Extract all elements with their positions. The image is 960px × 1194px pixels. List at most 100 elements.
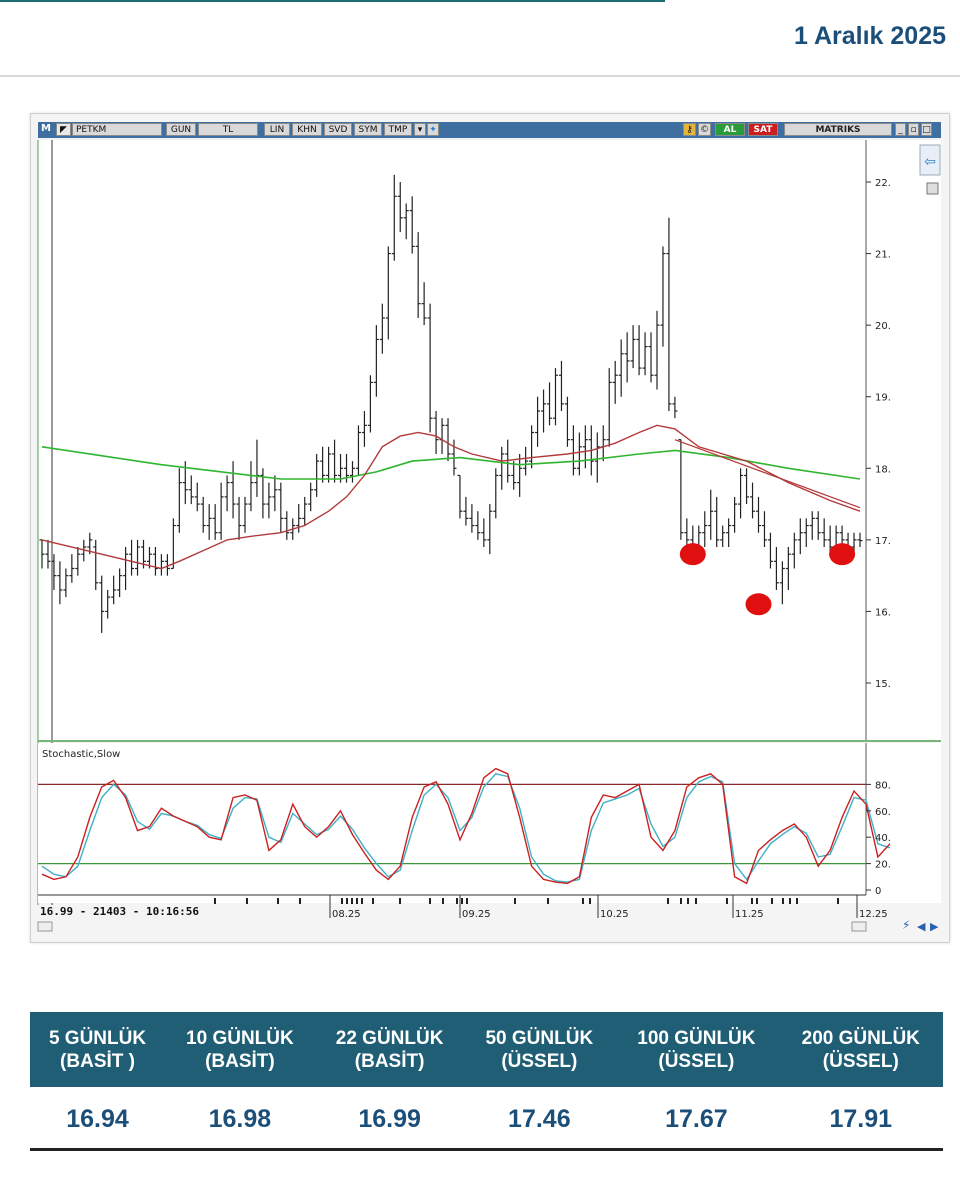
tmp-button[interactable]: TMP (384, 123, 412, 136)
scroll-right-button[interactable] (851, 921, 867, 932)
stochastic-lines (38, 767, 891, 885)
ohlc-bar (463, 496, 469, 526)
ohlc-bar (409, 196, 415, 254)
ohlc-bar (51, 554, 57, 590)
key-icon[interactable]: ⚷ (683, 123, 696, 136)
ohlc-bar (570, 425, 576, 476)
arrow-left-icon[interactable]: ⇦ (924, 154, 936, 170)
ohlc-bar (773, 547, 779, 590)
ohlc-bar (767, 532, 773, 569)
ohlc-bar (57, 561, 63, 605)
svd-button[interactable]: SVD (324, 123, 352, 136)
ma-value-50: 17.46 (464, 1088, 615, 1151)
period-button[interactable]: GUN (166, 123, 196, 136)
highlight-marker (679, 543, 706, 566)
ohlc-bar (576, 432, 582, 476)
ma-header-50: 50 GÜNLÜK (ÜSSEL) (464, 1012, 615, 1090)
restore-icon[interactable]: ▫ (908, 123, 919, 136)
refresh-icon[interactable]: © (698, 123, 711, 136)
khn-button[interactable]: KHN (292, 123, 322, 136)
ohlc-bar (397, 182, 403, 233)
ohlc-bar (481, 518, 487, 548)
ma-header-10: 10 GÜNLÜK (BASİT) (165, 1012, 315, 1090)
ohlc-bar (146, 547, 152, 569)
table-header-row: 5 GÜNLÜK (BASİT ) 10 GÜNLÜK (BASİT) 22 GÜN… (30, 1012, 943, 1090)
y-tick-label: 16. (875, 607, 891, 618)
ohlc-bar (732, 496, 738, 533)
sym-button[interactable]: SYM (354, 123, 382, 136)
ohlc-bar (236, 496, 242, 540)
ohlc-bar (176, 468, 182, 533)
ma-value-200: 17.91 (778, 1088, 943, 1151)
ohlc-bar (624, 332, 630, 383)
ohlc-bar (755, 496, 761, 533)
ohlc-bar (750, 482, 756, 519)
ohlc-bar (487, 504, 493, 555)
bird-icon[interactable]: ✦ (427, 123, 439, 136)
ohlc-bar (744, 468, 750, 505)
ohlc-bar (63, 568, 69, 598)
ohlc-bar (379, 303, 385, 354)
scroll-left-button[interactable] (37, 921, 53, 932)
ohlc-bar (194, 482, 200, 512)
ma-fast-line (41, 424, 861, 570)
stochastic-tick-label: 40. (875, 833, 891, 844)
ohlc-bar (815, 511, 821, 540)
buy-button[interactable]: AL (715, 123, 745, 136)
side-panel-button[interactable] (919, 144, 941, 176)
ohlc-bar (702, 511, 708, 548)
ohlc-bar (87, 532, 93, 555)
zoom-icon[interactable]: ⚡ (902, 918, 910, 932)
ohlc-bar (415, 232, 421, 318)
ohlc-bar (391, 174, 397, 261)
ohlc-bar (803, 518, 809, 548)
ohlc-bar (779, 561, 785, 605)
stochastic-title: Stochastic,Slow (42, 749, 120, 760)
ohlc-bar (338, 453, 344, 483)
ohlc-bar (678, 439, 684, 540)
stochastic-y-ticks: 80. 60. 40. 20. 0 (866, 780, 891, 897)
ma-value-10: 16.98 (165, 1088, 315, 1151)
ohlc-bar (308, 482, 314, 512)
dropdown-arrow-icon[interactable]: ▾ (414, 123, 426, 136)
y-tick-label: 20. (875, 321, 891, 332)
ma-value-22: 16.99 (314, 1088, 465, 1151)
ohlc-bar (212, 504, 218, 540)
ohlc-bar (421, 282, 427, 326)
chart-type-icon[interactable]: ◤ (56, 123, 71, 136)
ohlc-bar (457, 474, 463, 519)
y-tick-label: 19. (875, 393, 891, 404)
currency-button[interactable]: TL (198, 123, 258, 136)
ohlc-bar (326, 446, 332, 483)
ohlc-bar (720, 525, 726, 548)
symbol-field[interactable]: PETKM (72, 123, 162, 136)
price-panel (38, 140, 866, 741)
ma-value-5: 16.94 (30, 1088, 166, 1151)
ohlc-bar (39, 539, 45, 569)
header-separator (0, 75, 960, 77)
highlight-marker (829, 543, 856, 566)
ohlc-bar (552, 368, 558, 426)
stochastic-tick-label: 80. (875, 780, 891, 791)
sell-button[interactable]: SAT (748, 123, 778, 136)
chart-toolbar: M ◤ PETKM GUN TL LIN KHN SVD SYM TMP ▾ ✦… (38, 122, 941, 138)
ohlc-bar (135, 539, 141, 576)
arrow-left-small-icon[interactable]: ◀ (917, 920, 926, 933)
ma-header-100: 100 GÜNLÜK (ÜSSEL) (614, 1012, 779, 1090)
y-tick-label: 15. (875, 679, 891, 690)
ohlc-bar (403, 203, 409, 240)
linear-scale-button[interactable]: LIN (264, 123, 290, 136)
ohlc-bar (123, 547, 129, 590)
scroll-up-icon[interactable] (926, 182, 939, 195)
ohlc-bar (373, 325, 379, 397)
ohlc-bar (761, 511, 767, 548)
ma-value-100: 17.67 (614, 1088, 779, 1151)
stochastic-tick-label: 0 (875, 886, 881, 897)
ohlc-bar (218, 482, 224, 540)
ohlc-bar (349, 461, 355, 483)
ohlc-bar (505, 439, 511, 483)
x-tick-label: 09.25 (462, 909, 491, 920)
minimize-icon[interactable]: _ (895, 123, 906, 136)
maximize-icon[interactable]: □ (921, 123, 932, 136)
arrow-right-small-icon[interactable]: ▶ (930, 920, 939, 933)
